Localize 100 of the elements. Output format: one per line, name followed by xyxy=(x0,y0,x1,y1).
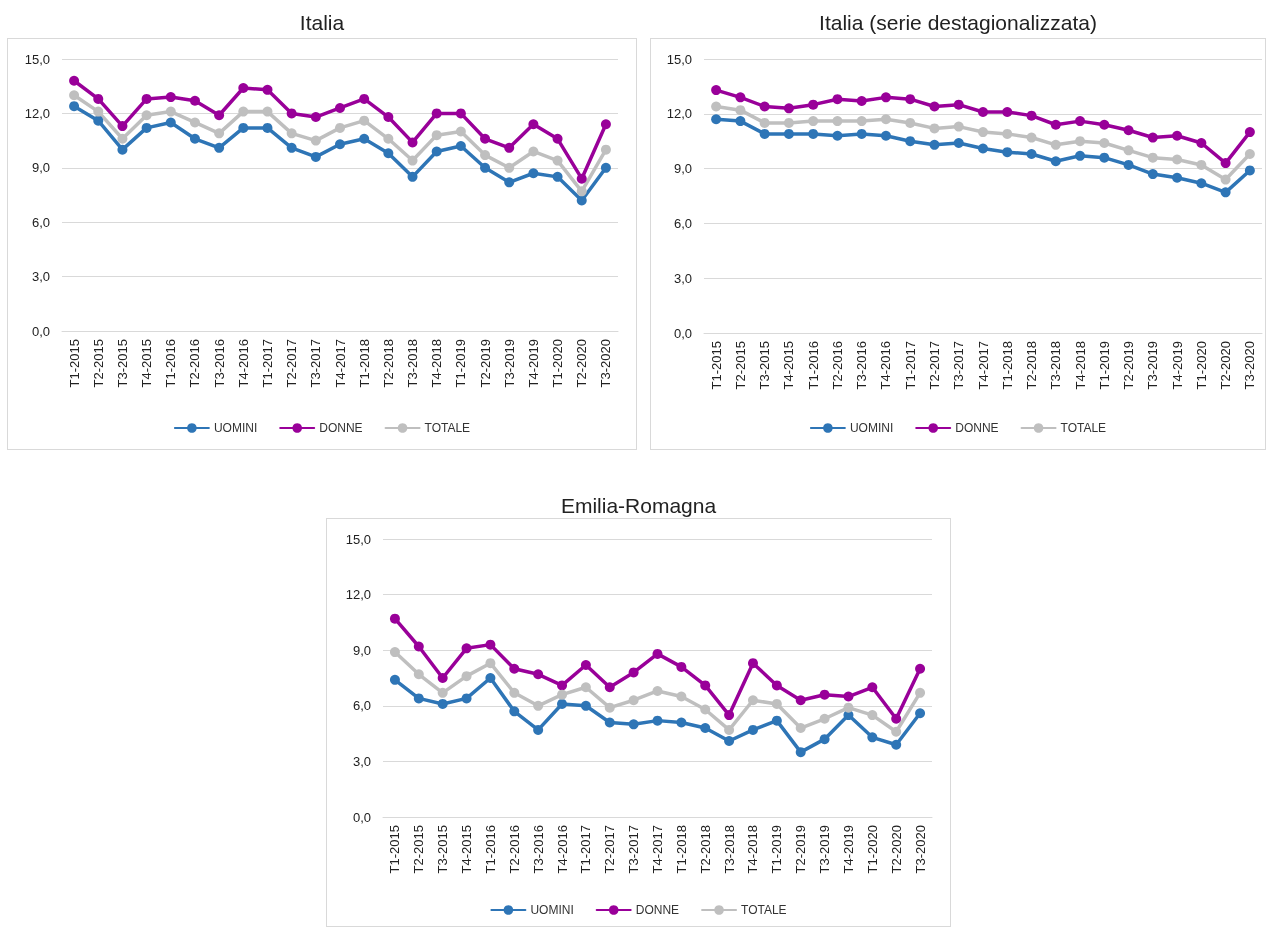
legend-label: DONNE xyxy=(955,421,999,435)
point xyxy=(978,143,988,154)
point xyxy=(1026,132,1037,143)
point xyxy=(856,116,867,127)
point xyxy=(431,146,442,157)
point xyxy=(652,715,663,726)
point xyxy=(819,689,830,700)
x-tick-label: T4-2018 xyxy=(745,825,761,874)
point xyxy=(504,162,515,173)
x-tick-label: T3-2015 xyxy=(757,341,773,390)
y-tick-label: 9,0 xyxy=(31,160,50,176)
point xyxy=(407,137,418,148)
point xyxy=(437,698,448,709)
x-tick-label: T1-2018 xyxy=(356,339,372,388)
point xyxy=(504,177,515,188)
point xyxy=(310,112,321,123)
point xyxy=(867,710,878,721)
point xyxy=(437,687,448,698)
point xyxy=(262,84,273,95)
x-tick-label: T1-2020 xyxy=(1193,341,1209,390)
point xyxy=(117,144,128,155)
point xyxy=(214,128,225,139)
point xyxy=(117,121,128,132)
legend-label: UOMINI xyxy=(530,903,574,917)
point xyxy=(1220,174,1231,185)
point xyxy=(604,702,615,713)
point xyxy=(1075,136,1086,147)
x-tick-label: T1-2015 xyxy=(66,339,82,388)
point xyxy=(286,142,297,153)
point xyxy=(783,128,794,139)
x-tick-label: T4-2019 xyxy=(525,339,541,388)
x-tick-label: T1-2016 xyxy=(805,341,821,390)
point xyxy=(310,135,321,146)
point xyxy=(389,674,400,685)
point xyxy=(383,148,394,159)
y-tick-label: 6,0 xyxy=(673,215,692,231)
point xyxy=(509,663,520,674)
x-tick-label: T2-2019 xyxy=(1121,341,1137,390)
point xyxy=(905,136,916,147)
point xyxy=(604,717,615,728)
point xyxy=(905,117,916,128)
x-tick-label: T3-2019 xyxy=(817,825,833,874)
point xyxy=(1172,130,1183,141)
x-tick-label: T4-2015 xyxy=(781,341,797,390)
legend-label: UOMINI xyxy=(849,421,894,435)
x-tick-label: T4-2016 xyxy=(554,825,570,874)
x-tick-label: T2-2018 xyxy=(1024,341,1040,390)
x-tick-label: T4-2016 xyxy=(878,341,894,390)
point xyxy=(480,162,491,173)
point xyxy=(1050,139,1061,150)
point xyxy=(214,142,225,153)
point xyxy=(189,95,200,106)
point xyxy=(165,106,176,117)
point xyxy=(335,139,345,150)
point xyxy=(867,682,878,693)
point xyxy=(600,119,611,130)
x-tick-label: T1-2019 xyxy=(769,825,785,874)
point xyxy=(724,724,735,735)
point xyxy=(891,726,902,737)
point xyxy=(1172,154,1183,165)
x-tick-label: T3-2018 xyxy=(405,339,421,388)
point xyxy=(1244,165,1255,176)
y-tick-label: 3,0 xyxy=(31,269,50,285)
y-tick-label: 6,0 xyxy=(352,698,371,714)
x-tick-label: T3-2015 xyxy=(114,339,130,388)
point xyxy=(165,117,176,128)
chart-title: Italia xyxy=(299,11,345,34)
point xyxy=(576,173,587,184)
point xyxy=(359,115,370,126)
point xyxy=(485,658,496,669)
x-tick-label: T1-2015 xyxy=(387,825,403,874)
x-tick-label: T1-2020 xyxy=(864,825,880,874)
point xyxy=(165,92,176,103)
x-tick-label: T4-2017 xyxy=(975,341,991,390)
point xyxy=(533,724,544,735)
point xyxy=(953,138,964,149)
point xyxy=(552,155,563,166)
point xyxy=(389,647,400,658)
x-tick-label: T4-2019 xyxy=(840,825,856,874)
point xyxy=(747,658,758,669)
legend-label: DONNE xyxy=(635,903,680,917)
point xyxy=(407,155,418,166)
x-tick-label: T3-2020 xyxy=(1242,341,1258,390)
point xyxy=(1196,178,1207,189)
point xyxy=(359,93,370,104)
point xyxy=(480,150,491,161)
point xyxy=(1002,147,1013,158)
point xyxy=(880,114,891,125)
point xyxy=(783,103,794,114)
x-tick-label: T3-2018 xyxy=(1048,341,1064,390)
point xyxy=(652,685,663,696)
x-tick-label: T2-2019 xyxy=(793,825,809,874)
y-tick-label: 6,0 xyxy=(31,214,50,230)
x-tick-label: T2-2017 xyxy=(926,341,942,390)
x-tick-label: T4-2015 xyxy=(459,825,475,874)
x-tick-label: T1-2020 xyxy=(550,339,566,388)
y-tick-label: 12,0 xyxy=(24,105,50,121)
point xyxy=(953,99,964,110)
x-tick-label: T1-2019 xyxy=(453,339,469,388)
point xyxy=(676,717,687,728)
